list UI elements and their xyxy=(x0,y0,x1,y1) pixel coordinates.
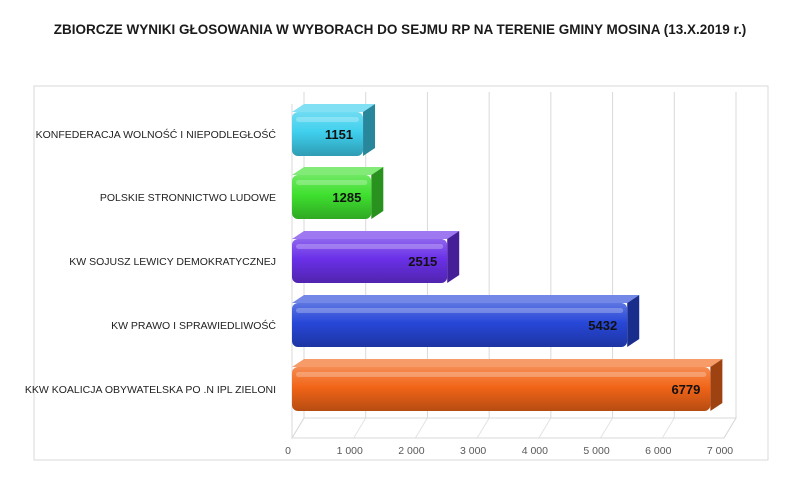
category-label: POLSKIE STRONNICTWO LUDOWE xyxy=(100,192,276,204)
floor-gridline xyxy=(661,417,675,439)
data-label: 6779 xyxy=(671,382,700,397)
x-tick-label: 3 000 xyxy=(460,445,486,457)
x-tick-label: 5 000 xyxy=(583,445,609,457)
bar-front-face xyxy=(292,112,364,156)
bar-end-face xyxy=(363,104,376,156)
bar-end-face xyxy=(447,231,460,283)
x-tick-label: 6 000 xyxy=(645,445,671,457)
bar-highlight xyxy=(296,308,624,313)
floor-gridline xyxy=(600,417,614,439)
bar xyxy=(292,104,376,156)
floor-gridline xyxy=(414,417,428,439)
bar-top-face xyxy=(292,104,376,112)
data-label: 5432 xyxy=(588,318,617,333)
bar-top-face xyxy=(292,295,640,303)
bar-highlight xyxy=(296,244,444,249)
bars: 1151 1285 2515 5432 6779 xyxy=(292,104,723,411)
bar-highlight xyxy=(296,117,360,122)
x-tick-label: 2 000 xyxy=(398,445,424,457)
bar-front-face xyxy=(292,303,628,347)
bar-front-face xyxy=(292,239,448,283)
bar-top-face xyxy=(292,359,723,367)
x-tick-label: 7 000 xyxy=(707,445,733,457)
category-label: KKW KOALICJA OBYWATELSKA PO .N IPL ZIELO… xyxy=(25,384,276,396)
bar-highlight xyxy=(296,180,368,185)
data-label: 1151 xyxy=(325,127,353,142)
category-label: KW PRAWO I SPRAWIEDLIWOŚĆ xyxy=(111,319,276,332)
bar-end-face xyxy=(371,167,384,219)
chart-title: ZBIORCZE WYNIKI GŁOSOWANIA W WYBORACH DO… xyxy=(54,22,747,37)
floor-gridline xyxy=(476,417,490,439)
data-label: 1285 xyxy=(332,190,361,205)
bar-top-face xyxy=(292,167,384,175)
floor-gridline xyxy=(353,417,367,439)
data-label: 2515 xyxy=(408,254,437,269)
x-tick-label: 0 xyxy=(285,445,291,457)
floor-plane xyxy=(291,417,737,439)
x-tick-label: 4 000 xyxy=(522,445,548,457)
bar xyxy=(292,359,723,411)
category-label: KONFEDERACJA WOLNOŚĆ I NIEPODLEGŁOŚĆ xyxy=(36,128,277,141)
bar-highlight xyxy=(296,372,707,377)
x-axis-tick-labels: 0 1 000 2 000 3 000 4 000 5 000 6 000 7 000 xyxy=(285,445,733,457)
bar xyxy=(292,231,460,283)
bar-end-face xyxy=(627,295,640,347)
bar-end-face xyxy=(710,359,723,411)
bar xyxy=(292,167,384,219)
category-labels: KONFEDERACJA WOLNOŚĆ I NIEPODLEGŁOŚĆ POLS… xyxy=(25,128,277,396)
category-label: KW SOJUSZ LEWICY DEMOKRATYCZNEJ xyxy=(69,256,276,268)
bar-top-face xyxy=(292,231,460,239)
x-tick-label: 1 000 xyxy=(337,445,363,457)
floor-gridline xyxy=(538,417,552,439)
bar-front-face xyxy=(292,367,711,411)
bar-front-face xyxy=(292,175,372,219)
bar xyxy=(292,295,640,347)
